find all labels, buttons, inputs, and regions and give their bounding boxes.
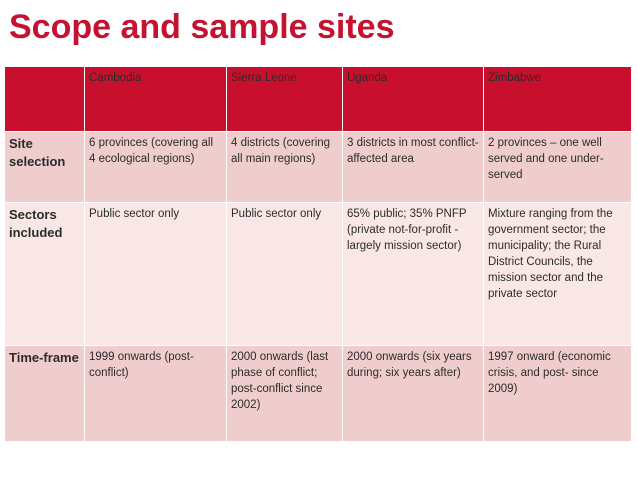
table-cell: 65% public; 35% PNFP (private not-for-pr… (342, 202, 484, 346)
scope-table: Cambodia Sierra Leone Uganda Zimbabwe Si… (4, 66, 632, 442)
column-header: Sierra Leone (226, 66, 343, 132)
column-header: Zimbabwe (483, 66, 632, 132)
row-header: Sectors included (4, 202, 85, 346)
table-cell: 3 districts in most conflict-affected ar… (342, 131, 484, 203)
row-header: Time-frame (4, 345, 85, 442)
row-header: Site selection (4, 131, 85, 203)
table-row: Sectors included Public sector only Publ… (4, 202, 632, 346)
table-cell: Mixture ranging from the government sect… (483, 202, 632, 346)
table-cell: 6 provinces (covering all 4 ecological r… (84, 131, 227, 203)
table-cell: 4 districts (covering all main regions) (226, 131, 343, 203)
header-row: Cambodia Sierra Leone Uganda Zimbabwe (4, 66, 632, 132)
table-cell: 1997 onward (economic crisis, and post- … (483, 345, 632, 442)
table-cell: Public sector only (226, 202, 343, 346)
corner-cell (4, 66, 85, 132)
table-cell: 1999 onwards (post-conflict) (84, 345, 227, 442)
column-header: Uganda (342, 66, 484, 132)
table-cell: 2000 onwards (six years during; six year… (342, 345, 484, 442)
table-cell: 2000 onwards (last phase of conflict; po… (226, 345, 343, 442)
table-cell: Public sector only (84, 202, 227, 346)
slide-title: Scope and sample sites (9, 8, 395, 46)
table-row: Time-frame 1999 onwards (post-conflict) … (4, 345, 632, 442)
column-header: Cambodia (84, 66, 227, 132)
table-cell: 2 provinces – one well served and one un… (483, 131, 632, 203)
table-row: Site selection 6 provinces (covering all… (4, 131, 632, 203)
